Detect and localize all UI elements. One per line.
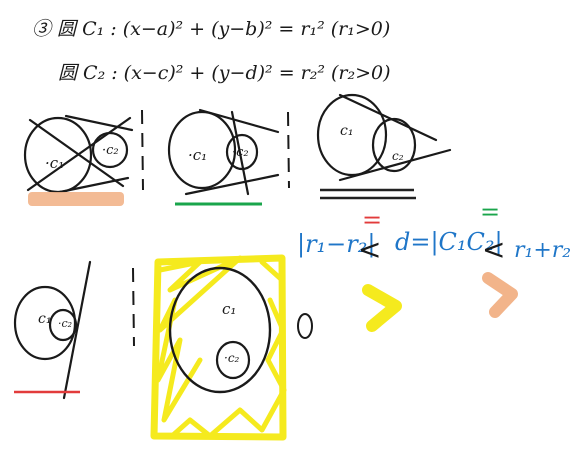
panel-contained [150, 254, 313, 441]
radius-sum: r₁+r₂ [514, 238, 572, 263]
label-c2: ·c₂ [102, 143, 119, 158]
tangent-line [58, 176, 130, 194]
tangent-line [28, 118, 125, 188]
divider-line [287, 111, 290, 189]
circle-c2-ext-tangent [225, 133, 259, 171]
tangent-line [62, 260, 92, 400]
equals-mark-left: = [362, 206, 383, 234]
circle2-equation: 圆 C₂ : (x−c)² + (y−d)² = r₂² (r₂>0) [58, 62, 391, 84]
label-c2: ·c₂ [58, 317, 73, 330]
tangent-line [338, 148, 452, 182]
tangent-line [64, 114, 134, 132]
label-c2: c₂ [392, 149, 404, 163]
less-than-2: < [482, 233, 506, 266]
label-c1: c₁ [340, 123, 354, 139]
label-c1: c₁ [38, 311, 52, 327]
abs-difference: |r₁−r₂| [297, 230, 376, 258]
circle-c2-int-tangent [48, 308, 78, 342]
circle-c2-intersect [371, 117, 417, 173]
circle-c2-contained [215, 340, 251, 380]
panel-intersecting [316, 93, 452, 182]
tangent-line [230, 110, 250, 196]
panel-internal-tangent [13, 260, 92, 400]
label-c2: ·c₂ [224, 351, 240, 365]
label-c1: ·c₁ [45, 154, 65, 172]
tangent-line [184, 173, 280, 196]
equals-mark-right: = [480, 198, 501, 226]
circle1-equation: ③ 圆 C₁ : (x−a)² + (y−b)² = r₁² (r₁>0) [32, 18, 391, 40]
panel-external-tangent [167, 108, 280, 196]
orange-greater-mark [482, 272, 518, 318]
label-c2: ·c₂ [232, 145, 249, 160]
circle-c1-intersect [316, 93, 388, 177]
label-c1: c₁ [222, 300, 237, 318]
circle-c1-ext-tangent [167, 110, 237, 190]
small-circle-label: 0 [293, 316, 299, 325]
divider-line [141, 109, 144, 191]
tangent-line [26, 116, 132, 192]
small-circle-outside [297, 313, 313, 339]
tangent-line [338, 93, 438, 142]
circle-c1-contained [168, 266, 272, 394]
orange-highlight [28, 192, 124, 206]
divider-line [132, 267, 135, 347]
less-than-1: < [358, 233, 382, 266]
yellow-greater-mark [362, 284, 402, 332]
distance-expression: d=|C₁C₂| [395, 228, 503, 256]
label-c1: ·c₁ [188, 146, 208, 164]
yellow-scribble [155, 255, 287, 439]
tangent-line [198, 108, 280, 134]
